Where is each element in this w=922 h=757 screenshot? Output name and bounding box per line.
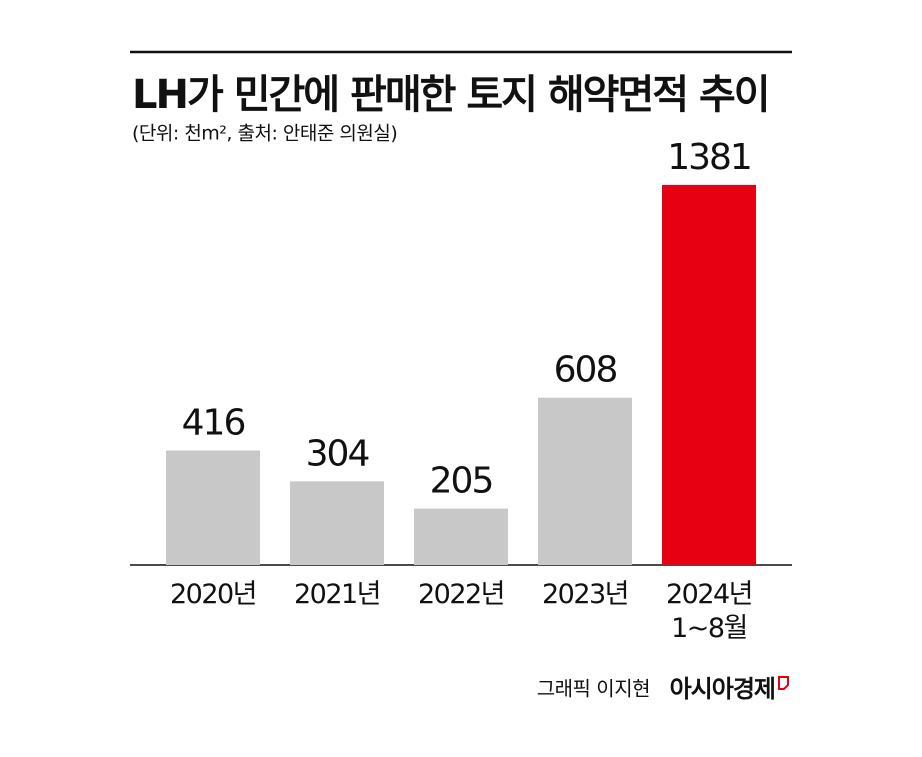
bar [166,450,260,565]
value-label: 304 [306,433,369,474]
x-tick-label: 2020년 [169,579,258,610]
bar [662,184,756,566]
value-label: 1381 [667,137,751,178]
credit: 그래픽 이지현 [537,677,650,701]
value-label: 205 [430,461,493,502]
x-tick-label: 2021년 [293,579,382,610]
bar [538,397,632,565]
x-tick-label: 2023년 [541,579,630,610]
bar [290,481,384,565]
logo-icon [778,676,789,690]
x-tick-label: 2024년 1~8월 [665,579,754,644]
publisher-logo: 아시아경제 [670,675,775,703]
bar [414,508,508,565]
value-label: 416 [182,403,245,444]
chart-title: LH가 민간에 판매한 토지 해약면적 추이 [132,72,769,118]
x-tick-label: 2022년 [417,579,506,610]
chart-subtitle: (단위: 천m², 출처: 안태준 의원실) [132,123,397,145]
value-label: 608 [554,350,617,391]
